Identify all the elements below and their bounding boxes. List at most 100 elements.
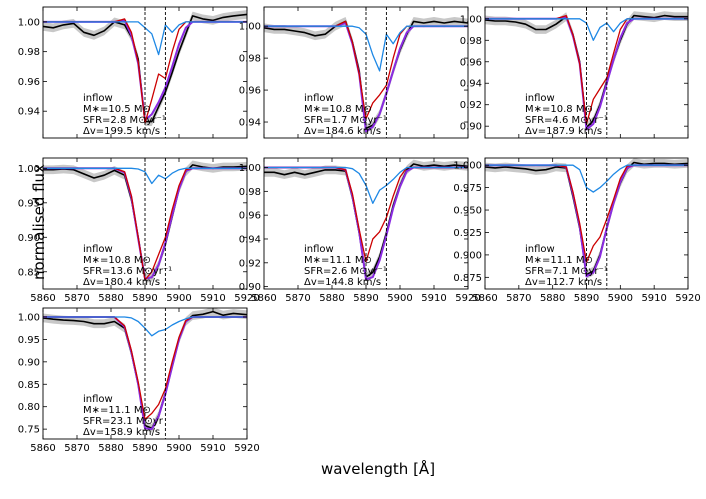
- panel-7-ytick-label: 0.80: [18, 402, 40, 413]
- panel-5-series-model_blue: [264, 166, 468, 204]
- panel-7-series-model_blue: [43, 316, 247, 337]
- panel-5-ytick-label: 0.92: [239, 258, 261, 269]
- panel-5-ytick-label: 0.94: [239, 234, 261, 245]
- panel-6-ytick-label: 1.000: [453, 161, 482, 172]
- panel-4-xtick-label: 5880: [98, 293, 123, 304]
- panel-1-data-band: [43, 10, 247, 127]
- panel-2-annotation-line: inflow: [304, 93, 334, 104]
- panel-5-xtick-label: 5890: [353, 293, 378, 304]
- panel-2-data-band: [264, 17, 468, 133]
- panel-6: 0.875 0.900 0.925 0.950 0.975 1.000 5860 5870 58…: [453, 157, 701, 304]
- panel-6-xtick-label: 5890: [574, 293, 599, 304]
- panel-4-data-band: [43, 160, 247, 283]
- panel-4-ytick-label: 0.95: [18, 198, 40, 209]
- panel-4-annotation-line: SFR=13.6 M⊙yr⁻¹: [83, 266, 172, 277]
- panel-7-plot: [43, 308, 247, 439]
- panel-5-xtick-label: 5860: [251, 293, 276, 304]
- panel-6-ytick-label: 0.950: [453, 206, 482, 217]
- panel-4-ytick-label: 0.90: [18, 233, 40, 244]
- panel-6-annotation-line: SFR=7.1 M⊙yr⁻¹: [525, 266, 608, 277]
- panel-3-series-model_blue: [485, 18, 688, 41]
- panel-7-xtick-label: 5860: [30, 443, 55, 454]
- panel-6-ytick-label: 0.875: [453, 273, 482, 284]
- panel-5-xtick-label: 5870: [285, 293, 310, 304]
- panel-4-plot: [43, 158, 247, 289]
- panel-6-plot: [485, 158, 688, 289]
- panel-2-annotation-line: M∗=10.8 M⊙: [304, 104, 372, 115]
- panel-5-xtick-label: 5880: [319, 293, 344, 304]
- panel-1-annotation-line: inflow: [83, 93, 113, 104]
- panel-2-series-data: [264, 20, 468, 130]
- panel-5-xtick-label: 5910: [421, 293, 446, 304]
- panel-6-annotation-line: M∗=11.1 M⊙: [525, 255, 593, 266]
- panel-7-annotation-line: inflow: [83, 394, 113, 405]
- panel-4-xtick-label: 5860: [30, 293, 55, 304]
- panel-6-xtick-label: 5870: [506, 293, 531, 304]
- panel-3-data-band: [485, 11, 688, 132]
- panel-7-xtick-label: 5880: [98, 443, 123, 454]
- panel-4-xtick-label: 5900: [166, 293, 191, 304]
- panel-5-plot: [264, 158, 468, 289]
- panel-1-annotation-line: Δv=199.5 km/s: [83, 126, 160, 137]
- panel-4-series-model_blue: [43, 167, 247, 185]
- panel-7-series-data: [43, 310, 247, 430]
- panel-1-ytick-label: 0.96: [18, 77, 40, 88]
- panel-6-xtick-label: 5910: [641, 293, 666, 304]
- panel-2-plot: [264, 7, 468, 138]
- panel-3-annotation-line: inflow: [525, 93, 555, 104]
- panel-4-xtick-label: 5910: [200, 293, 225, 304]
- panel-6-series-model_blue: [485, 164, 688, 193]
- panel-3-ytick-label: 0.98: [460, 36, 482, 47]
- panel-4-ytick-label: 1.00: [18, 164, 40, 175]
- panel-7-annotation-line: M∗=11.1 M⊙: [83, 405, 151, 416]
- panel-4-xtick-label: 5870: [64, 293, 89, 304]
- panel-2-ytick-label: 0.96: [239, 86, 261, 97]
- panel-6-annotation-line: inflow: [525, 244, 555, 255]
- panel-3-annotation-line: SFR=4.6 M⊙yr⁻¹: [525, 115, 608, 126]
- panel-1-ytick-label: 0.98: [18, 47, 40, 58]
- panel-2-annotation-line: SFR=1.7 M⊙yr⁻¹: [304, 115, 387, 126]
- figure-x-label: wavelength [Å]: [321, 459, 435, 478]
- panel-4-annotation-line: inflow: [83, 244, 113, 255]
- panel-3-ytick-label: 0.94: [460, 79, 482, 90]
- panel-1-series-data: [43, 13, 247, 123]
- panel-7-ytick-label: 0.85: [18, 380, 40, 391]
- panel-2-series-model_blue: [264, 25, 468, 72]
- panel-5-xtick-label: 5900: [387, 293, 412, 304]
- panel-1-annotation-line: M∗=10.5 M⊙: [83, 104, 151, 115]
- panel-3-annotation-line: Δv=187.9 km/s: [525, 126, 602, 137]
- panel-6-annotation-line: Δv=112.7 km/s: [525, 277, 602, 288]
- panel-5-series-data: [264, 163, 468, 278]
- panel-2-ytick-label: 0.94: [239, 118, 261, 129]
- panel-7-ytick-label: 0.75: [18, 425, 40, 436]
- panel-5-ytick-label: 0.90: [239, 282, 261, 293]
- panel-7: 0.75 0.80 0.85 0.90 0.95 1.00 5860 5870 5880 5890…: [18, 307, 260, 454]
- panel-7-xtick-label: 5900: [166, 443, 191, 454]
- panel-4-xtick-label: 5920: [234, 293, 259, 304]
- panel-1-ytick-label: 1.00: [18, 17, 40, 28]
- panel-5-ytick-label: 1.00: [239, 163, 261, 174]
- panel-5-xtick-label: 5920: [455, 293, 480, 304]
- panel-7-annotation-line: SFR=23.1 M⊙yr: [83, 416, 164, 427]
- panel-7-ytick-label: 1.00: [18, 312, 40, 323]
- panel-1-series-model_blue: [43, 21, 247, 56]
- panel-5-ytick-label: 0.96: [239, 211, 261, 222]
- panel-6-xtick-label: 5860: [472, 293, 497, 304]
- panel-5-data-band: [264, 159, 468, 282]
- panel-6-series-data: [485, 161, 688, 276]
- panel-5-annotation-line: Δv=144.8 km/s: [304, 277, 381, 288]
- panel-5: 0.90 0.92 0.94 0.96 0.98 1.00 5860 5870 5880 5890…: [239, 157, 481, 304]
- panel-5-annotation-line: SFR=2.6 M⊙yr⁻¹: [304, 266, 387, 277]
- panel-7-ytick-label: 0.90: [18, 357, 40, 368]
- panel-1-annotation-line: SFR=2.8 M⊙yr⁻¹: [83, 115, 166, 126]
- panel-6-ytick-label: 0.900: [453, 250, 482, 261]
- figure-y-label: normalised flux: [30, 164, 48, 280]
- panel-6-ytick-label: 0.925: [453, 228, 482, 239]
- panel-3-series-data: [485, 14, 688, 129]
- panel-7-xtick-label: 5910: [200, 443, 225, 454]
- panel-3-ytick-label: 0.96: [460, 57, 482, 68]
- panel-4-xtick-label: 5890: [132, 293, 157, 304]
